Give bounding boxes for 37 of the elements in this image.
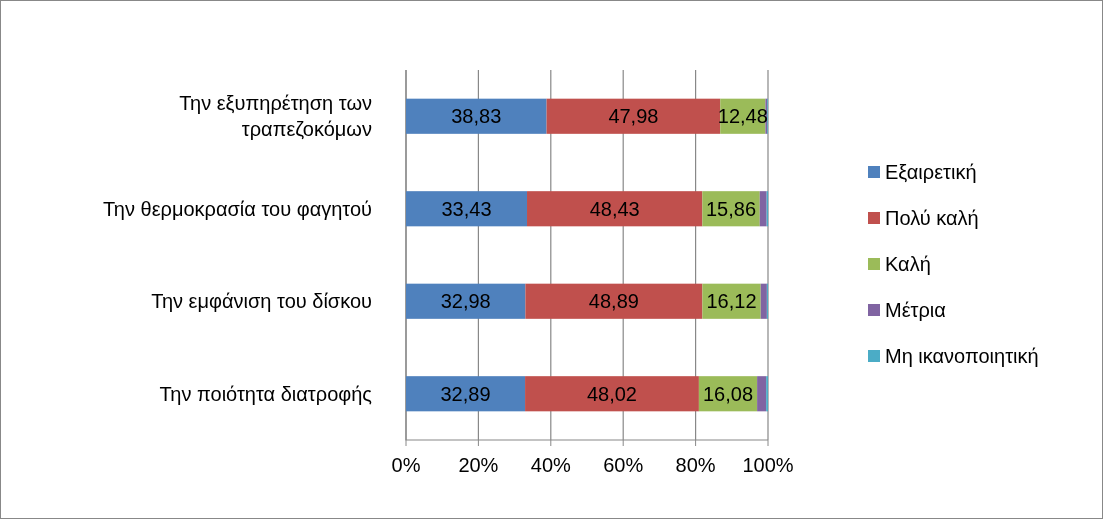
data-label: 16,12 <box>706 290 757 313</box>
x-tick-label: 100% <box>742 454 794 476</box>
legend-label: Εξαιρετική <box>885 161 977 183</box>
y-tick-label: Την εξυπηρέτηση των τραπεζοκόμων <box>179 92 372 141</box>
data-label: 48,02 <box>586 382 638 405</box>
data-label: 38,83 <box>451 105 502 128</box>
bar <box>527 191 703 227</box>
data-label: 16,08 <box>702 382 754 405</box>
bar <box>406 98 547 134</box>
bar <box>406 283 526 319</box>
x-tick-label: 40% <box>530 454 572 476</box>
x-tick-label: 20% <box>458 454 499 476</box>
legend-label: Καλή <box>885 253 931 275</box>
bar <box>760 283 767 319</box>
bar <box>525 376 699 412</box>
y-tick-label: Την εμφάνιση του δίσκου <box>151 290 372 313</box>
x-tick-label: 80% <box>675 454 716 476</box>
legend-label: Μέτρια <box>885 299 946 321</box>
bar <box>757 376 767 412</box>
bar <box>406 376 526 412</box>
bar <box>406 191 528 227</box>
data-label: 32,98 <box>440 290 491 313</box>
bar <box>525 283 703 319</box>
data-label: 15,86 <box>706 197 757 220</box>
y-tick-label: Την ποιότητα διατροφής <box>159 382 373 405</box>
x-tick-label: 0% <box>391 454 421 476</box>
legend-label: Πολύ καλή <box>885 207 979 229</box>
bar <box>546 98 721 134</box>
y-tick-label: Την θερμοκρασία του φαγητού <box>103 197 372 220</box>
data-label: 48,43 <box>589 197 640 220</box>
legend-label: Μη ικανοποιητική <box>885 345 1039 367</box>
data-label: 47,98 <box>608 105 659 128</box>
bar <box>759 191 767 227</box>
data-label: 48,89 <box>588 290 639 313</box>
x-tick-label: 60% <box>603 454 644 476</box>
data-label: 33,43 <box>441 197 492 220</box>
data-label: 32,89 <box>440 382 491 405</box>
